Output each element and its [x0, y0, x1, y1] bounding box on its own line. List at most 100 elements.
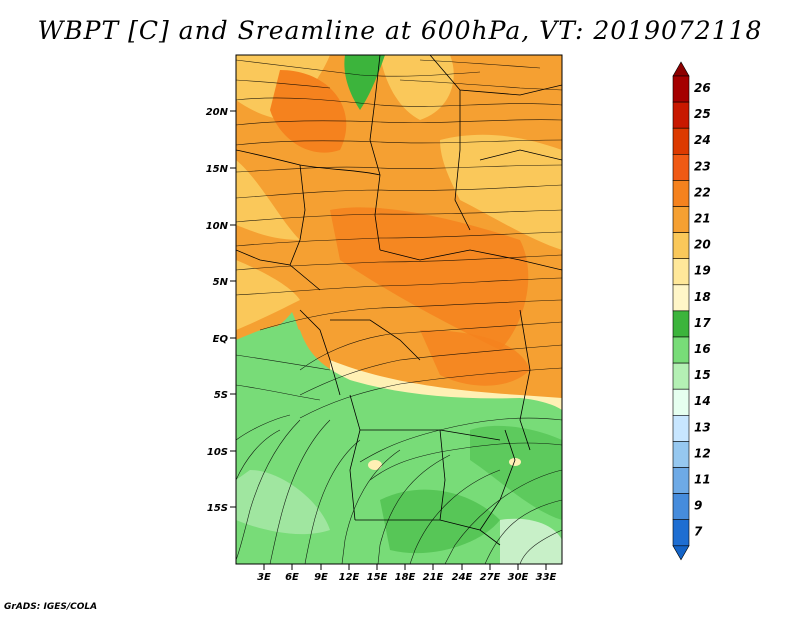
- lon-tick: 6E: [285, 564, 299, 583]
- lat-label: EQ: [213, 334, 229, 345]
- wbpt-field-19: [368, 460, 382, 470]
- lon-label: 9E: [314, 572, 328, 583]
- lat-tick: 5N: [213, 277, 236, 288]
- lat-tick: 15N: [206, 164, 236, 175]
- colorbar-label: 25: [694, 107, 711, 121]
- lon-label: 24E: [452, 572, 473, 583]
- wbpt-field-22: [270, 70, 347, 153]
- lon-label: 3E: [257, 572, 271, 583]
- lat-label: 15N: [206, 164, 229, 175]
- colorbar-swatch: [672, 206, 690, 233]
- lat-label: 5S: [214, 390, 228, 401]
- colorbar-label: 19: [694, 264, 711, 278]
- lon-label: 33E: [536, 572, 557, 583]
- lat-tick: 20N: [206, 107, 236, 118]
- colorbar-label: 12: [694, 446, 711, 460]
- lat-label: 5N: [213, 277, 229, 288]
- lat-label: 20N: [206, 107, 229, 118]
- colorbar-label: 24: [694, 133, 711, 147]
- lon-label: 21E: [423, 572, 444, 583]
- colorbar-swatch: [672, 336, 690, 364]
- footer-credit: GrADS: IGES/COLA: [4, 602, 98, 612]
- colorbar-swatch: [672, 75, 690, 103]
- map-title: WBPT [C] and Sreamline at 600hPa, VT: 20…: [37, 16, 763, 45]
- wbpt-field-16: [236, 470, 330, 535]
- colorbar-swatch: [672, 493, 690, 521]
- wbpt-field-20: [440, 134, 562, 250]
- lon-tick: 15E: [367, 564, 388, 583]
- colorbar-label: 17: [694, 316, 711, 330]
- lon-label: 18E: [395, 572, 416, 583]
- lat-label: 10N: [206, 221, 229, 232]
- wbpt-field-19: [509, 458, 521, 466]
- colorbar-label: 9: [694, 499, 702, 513]
- wbpt-field-20: [380, 55, 454, 120]
- lon-tick: 21E: [423, 564, 444, 583]
- lat-tick: EQ: [213, 334, 236, 345]
- lat-tick: 10S: [207, 447, 236, 458]
- colorbar-swatch: [672, 467, 690, 494]
- map-frame: [235, 54, 563, 565]
- colorbar-label: 22: [694, 185, 711, 199]
- lon-tick: 30E: [508, 564, 529, 583]
- colorbar-label: 21: [694, 212, 711, 226]
- colorbar-swatch: [672, 441, 690, 468]
- lon-tick: 24E: [452, 564, 473, 583]
- lon-label: 30E: [508, 572, 529, 583]
- wbpt-field-20: [236, 260, 300, 330]
- wbpt-field-17: [236, 325, 562, 564]
- colorbar-swatch: [672, 284, 690, 312]
- lon-tick: 12E: [339, 564, 360, 583]
- latitude-axis: 20N 15N 10N 5N EQ 5S 10S 15S: [206, 107, 236, 514]
- colorbar-swatch: [672, 101, 690, 129]
- lat-tick: 15S: [207, 503, 236, 514]
- colorbar-label: 16: [694, 342, 711, 356]
- colorbar-label: 11: [694, 473, 711, 487]
- lon-tick: 9E: [314, 564, 328, 583]
- colorbar-legend: 26 25 24 23 22 21 20 19 18 17 16 15 14 13 12 11 9 7: [672, 61, 711, 561]
- colorbar-swatch: [672, 414, 690, 442]
- colorbar-top-arrow: [672, 61, 690, 77]
- colorbar-label: 18: [694, 290, 711, 304]
- lon-label: 27E: [480, 572, 501, 583]
- lon-tick: 33E: [536, 564, 557, 583]
- lon-label: 12E: [339, 572, 360, 583]
- colorbar-label: 13: [694, 420, 711, 434]
- wbpt-field-16: [500, 518, 562, 564]
- lat-tick: 5S: [214, 390, 236, 401]
- colorbar-swatch: [672, 127, 690, 155]
- colorbar-label: 15: [694, 368, 711, 382]
- lon-label: 6E: [285, 572, 299, 583]
- country-boundaries: [236, 55, 562, 546]
- streamlines: [236, 59, 562, 564]
- colorbar-label: 7: [694, 525, 703, 539]
- colorbar-swatch: [672, 154, 690, 181]
- wbpt-field-22: [330, 207, 529, 350]
- colorbar-label: 26: [694, 81, 711, 95]
- lon-label: 15E: [367, 572, 388, 583]
- lat-label: 15S: [207, 503, 228, 514]
- wbpt-field-20: [236, 160, 300, 240]
- lon-tick: 18E: [395, 564, 416, 583]
- colorbar-label: 23: [694, 159, 711, 173]
- longitude-axis: 3E 6E 9E 12E 15E 18E 21E 24E 27E 30E 33E: [257, 564, 557, 583]
- wbpt-field-22: [420, 330, 530, 386]
- lon-tick: 27E: [480, 564, 501, 583]
- wbpt-field-18: [470, 425, 562, 520]
- lon-tick: 3E: [257, 564, 271, 583]
- wbpt-field-18: [380, 489, 500, 554]
- colorbar-swatch: [672, 232, 690, 260]
- lat-label: 10S: [207, 447, 228, 458]
- colorbar-swatch: [672, 180, 690, 207]
- lat-tick: 10N: [206, 221, 236, 232]
- colorbar-swatch: [672, 362, 690, 390]
- colorbar-swatch: [672, 519, 690, 547]
- wbpt-field-18: [344, 55, 385, 110]
- colorbar-swatch: [672, 258, 690, 286]
- map-panel: [236, 55, 562, 564]
- colorbar-label: 14: [694, 394, 711, 408]
- colorbar-swatch: [672, 388, 690, 416]
- colorbar-label: 20: [694, 238, 711, 252]
- wbpt-field-17: [236, 312, 302, 370]
